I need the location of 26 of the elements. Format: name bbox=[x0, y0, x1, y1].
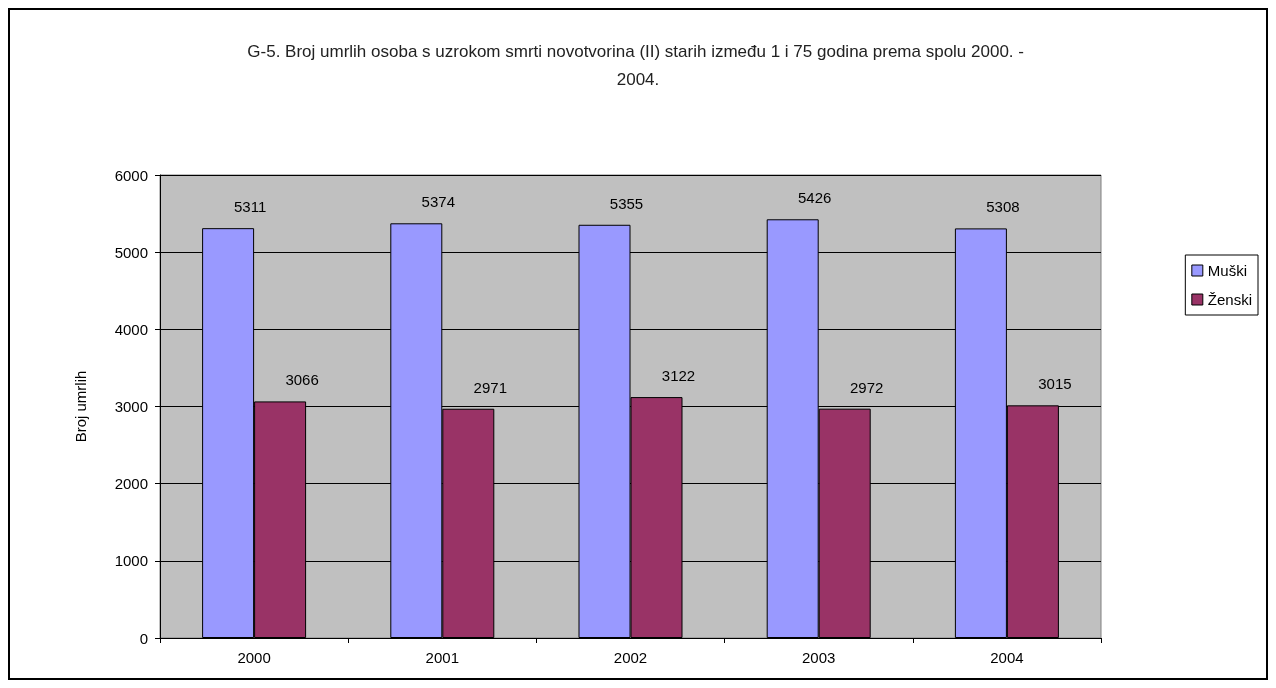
chart-title: G-5. Broj umrlih osoba s uzrokom smrti novotvorina (II) starih između 1 i 75 godina prema spolu 2000. - 2004. bbox=[247, 41, 1029, 89]
y-tick-label: 3000 bbox=[114, 398, 148, 415]
data-label: 2972 bbox=[850, 378, 884, 396]
y-tick-label: 4000 bbox=[114, 320, 148, 338]
data-label: 5355 bbox=[609, 194, 644, 212]
y-tick-label: 5000 bbox=[114, 243, 148, 261]
x-tick-label: 2000 bbox=[237, 649, 271, 666]
x-tick-label: 2004 bbox=[990, 649, 1024, 666]
y-tick-label: 6000 bbox=[114, 166, 148, 184]
x-tick-label: 2002 bbox=[613, 649, 648, 666]
data-label: 3015 bbox=[1038, 375, 1072, 393]
data-label: 5311 bbox=[233, 198, 267, 216]
y-tick-label: 2000 bbox=[114, 475, 148, 493]
y-axis-title: Broj umrlih bbox=[72, 370, 89, 443]
data-label: 3066 bbox=[285, 371, 319, 389]
legend-label: Muški bbox=[1207, 262, 1247, 279]
data-label: 5374 bbox=[421, 193, 455, 211]
x-tick-label: 2003 bbox=[802, 649, 836, 666]
data-label: 5426 bbox=[798, 189, 832, 207]
data-label: 2971 bbox=[473, 378, 507, 396]
y-tick-label: 1000 bbox=[114, 552, 148, 570]
data-label: 5308 bbox=[986, 198, 1020, 216]
y-tick-label: 0 bbox=[139, 629, 148, 647]
data-label: 3122 bbox=[661, 367, 696, 385]
legend-label: Ženski bbox=[1207, 291, 1253, 308]
x-tick-label: 2001 bbox=[425, 649, 459, 666]
